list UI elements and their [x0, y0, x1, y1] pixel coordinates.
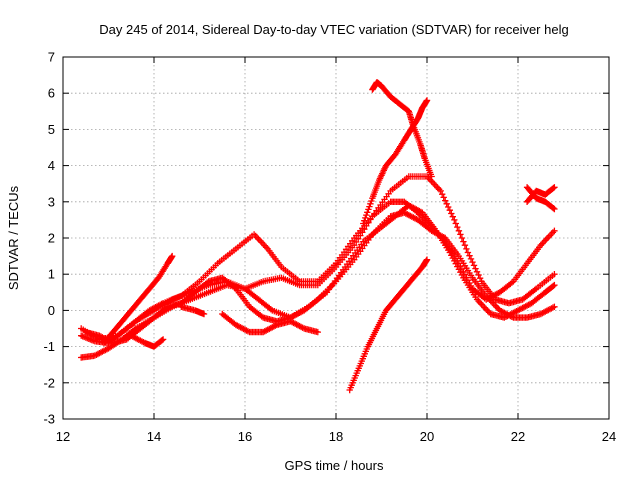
x-axis-label: GPS time / hours [285, 458, 384, 473]
series-markers [523, 184, 558, 213]
series-arc-i [346, 256, 431, 394]
y-tick-label: -3 [43, 412, 55, 427]
series-arc-g [178, 303, 208, 318]
series-arc-k [369, 79, 435, 180]
series-arc-m [523, 184, 558, 213]
y-tick-label: 2 [48, 231, 55, 246]
y-tick-label: -2 [43, 375, 55, 390]
y-tick-label: 6 [48, 86, 55, 101]
axis-ticks [62, 56, 610, 420]
series-markers [369, 79, 435, 180]
y-tick-label: 4 [48, 158, 55, 173]
series-arc-e [100, 252, 176, 347]
data-points [78, 79, 558, 394]
y-tick-label: 1 [48, 267, 55, 282]
x-tick-label: 12 [56, 429, 70, 444]
series-markers [346, 256, 431, 394]
series-markers [100, 252, 176, 347]
chart-title: Day 245 of 2014, Sidereal Day-to-day VTE… [99, 22, 568, 37]
series-markers [360, 97, 431, 227]
x-tick-labels: 12 14 16 18 20 22 24 [56, 429, 616, 444]
x-tick-label: 24 [602, 429, 616, 444]
x-tick-label: 16 [238, 429, 252, 444]
x-tick-label: 20 [420, 429, 434, 444]
series-arc-d [82, 209, 558, 347]
series-arc-f [128, 332, 167, 350]
y-tick-label: 0 [48, 303, 55, 318]
y-tick-label: 5 [48, 122, 55, 137]
series-arc-h [219, 310, 321, 336]
y-tick-label: -1 [43, 339, 55, 354]
series-markers [82, 209, 558, 347]
series-markers [178, 303, 208, 318]
series-markers [219, 310, 321, 336]
series-markers [128, 332, 167, 350]
x-tick-label: 18 [329, 429, 343, 444]
x-tick-label: 22 [511, 429, 525, 444]
y-tick-label: 3 [48, 194, 55, 209]
y-axis-label: SDTVAR / TECUs [6, 185, 21, 290]
y-tick-labels: -3 -2 -1 0 1 2 3 4 5 6 7 [43, 50, 55, 427]
grid [63, 57, 609, 419]
y-tick-label: 7 [48, 50, 55, 65]
series-arc-j [360, 97, 431, 227]
x-tick-label: 14 [147, 429, 161, 444]
